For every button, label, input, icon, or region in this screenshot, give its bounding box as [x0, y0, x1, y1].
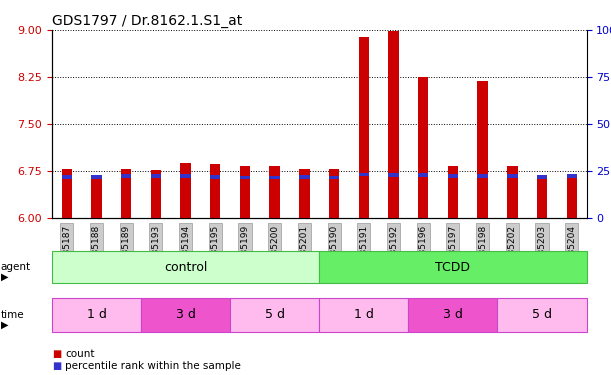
Bar — [448, 166, 458, 218]
Text: ■: ■ — [52, 361, 61, 370]
Bar — [62, 170, 72, 217]
Bar — [507, 166, 518, 218]
Bar — [240, 166, 250, 218]
Bar — [477, 174, 488, 177]
Text: 5 d: 5 d — [265, 309, 285, 321]
Bar — [91, 175, 101, 179]
Bar — [389, 31, 399, 217]
Text: control: control — [164, 261, 207, 274]
Bar — [180, 163, 191, 218]
Text: time: time — [1, 310, 24, 320]
Bar — [240, 176, 250, 179]
Text: percentile rank within the sample: percentile rank within the sample — [65, 361, 241, 370]
Text: ▶: ▶ — [1, 272, 8, 282]
Text: 3 d: 3 d — [175, 309, 196, 321]
Bar — [210, 175, 221, 179]
Bar — [269, 176, 280, 179]
Bar — [448, 174, 458, 177]
Bar — [359, 172, 369, 176]
Text: 1 d: 1 d — [354, 309, 374, 321]
Bar — [151, 174, 161, 177]
Bar — [269, 166, 280, 218]
Bar — [566, 174, 577, 178]
Text: 5 d: 5 d — [532, 309, 552, 321]
Bar — [537, 175, 547, 179]
Text: ▶: ▶ — [1, 320, 8, 329]
Bar — [359, 38, 369, 218]
Bar — [418, 173, 428, 177]
Bar — [477, 81, 488, 218]
Bar — [507, 174, 518, 177]
Bar — [329, 169, 339, 217]
Text: agent: agent — [1, 262, 31, 272]
Bar — [418, 77, 428, 218]
Bar — [210, 164, 221, 218]
Text: count: count — [65, 350, 95, 359]
Bar — [151, 170, 161, 217]
Bar — [180, 174, 191, 177]
Text: 3 d: 3 d — [443, 309, 463, 321]
Text: TCDD: TCDD — [436, 261, 470, 274]
Bar — [537, 179, 547, 218]
Bar — [299, 169, 310, 217]
Bar — [62, 175, 72, 179]
Bar — [329, 176, 339, 179]
Bar — [299, 175, 310, 179]
Text: 1 d: 1 d — [87, 309, 106, 321]
Text: ■: ■ — [52, 350, 61, 359]
Bar — [121, 174, 131, 178]
Bar — [389, 173, 399, 177]
Bar — [91, 175, 101, 217]
Bar — [121, 169, 131, 217]
Bar — [566, 178, 577, 218]
Text: GDS1797 / Dr.8162.1.S1_at: GDS1797 / Dr.8162.1.S1_at — [52, 13, 242, 28]
